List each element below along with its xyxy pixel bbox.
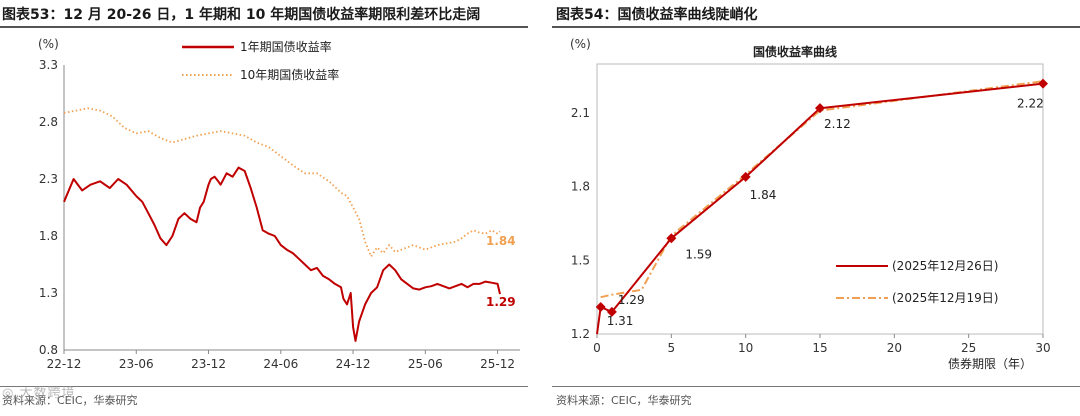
curve-dec26-data-label: 1.29	[618, 293, 645, 307]
left-x-tick-label: 25-06	[408, 357, 443, 371]
right-figure-title: 图表54：国债收益率曲线陡峭化	[556, 7, 758, 23]
right-chart: (%) 国债收益率曲线 2.1 1.8 1.5 1.2 0 5 10 15 20 25 30 1.…	[570, 37, 1051, 371]
right-bottom-rule	[552, 386, 1080, 387]
left-x-tick-label: 23-06	[119, 357, 154, 371]
left-bottom-rule	[0, 386, 528, 387]
line-10y-yield	[63, 107, 501, 258]
left-y-tick-label: 2.3	[39, 172, 58, 186]
right-x-axis-label: 债券期限（年）	[948, 356, 1032, 371]
right-y-tick-label: 1.8	[571, 180, 590, 194]
right-y-unit: (%)	[570, 37, 591, 51]
right-x-tick-label: 30	[1035, 341, 1050, 355]
legend-dec19-label: (2025年12月19日)	[892, 291, 998, 305]
curve-dec26-data-label: 1.84	[750, 188, 777, 202]
left-y-tick-label: 2.8	[39, 115, 58, 129]
left-title-rule	[0, 26, 528, 28]
right-chart-title: 国债收益率曲线	[753, 44, 837, 59]
left-y-tick-label: 3.3	[39, 58, 58, 72]
curve-dec26-marker	[666, 233, 677, 244]
left-y-tick-label: 1.8	[39, 229, 58, 243]
curve-dec26-marker	[815, 103, 825, 114]
legend-1y-label: 1年期国债收益率	[240, 39, 332, 54]
end-label-10y: 1.84	[486, 234, 516, 248]
left-y-unit: (%)	[38, 37, 59, 51]
curve-dec26-marker	[595, 302, 606, 312]
line-1y-yield	[63, 166, 501, 342]
curve-dec26-data-label: 2.12	[824, 117, 851, 131]
curve-dec26-marker	[606, 306, 617, 317]
curve-dec26-data-label: 1.31	[607, 314, 634, 328]
left-x-tick-label: 22-12	[47, 357, 82, 371]
curve-dec26-marker	[740, 171, 751, 182]
right-x-tick-label: 20	[887, 341, 902, 355]
end-label-1y: 1.29	[486, 295, 516, 309]
right-x-tick-label: 25	[961, 341, 976, 355]
left-x-tick-label: 24-06	[263, 357, 298, 371]
right-x-tick-label: 10	[738, 341, 753, 355]
right-y-tick-label: 2.1	[571, 106, 590, 120]
right-y-tick-label: 1.5	[571, 253, 590, 267]
right-source: 资料来源：CEIC，华泰研究	[556, 394, 692, 407]
left-x-tick-label: 23-12	[191, 357, 226, 371]
legend-10y-label: 10年期国债收益率	[240, 67, 339, 82]
left-source: 资料来源：CEIC，华泰研究	[2, 394, 138, 407]
left-y-tick-label: 1.3	[39, 286, 58, 300]
right-x-tick-label: 15	[812, 341, 827, 355]
right-x-tick-label: 5	[668, 341, 676, 355]
watermark-logo: ◎ 大数跨境	[2, 386, 76, 401]
left-chart: (%) 3.3 2.8 2.3 1.8 1.3 0.8 22-12 23-06 23-12 24…	[38, 37, 520, 371]
left-figure-title: 图表53：12 月 20-26 日，1 年期和 10 年期国债收益率期限利差环比…	[2, 7, 481, 23]
left-y-tick-label: 0.8	[39, 343, 58, 357]
right-x-tick-label: 0	[593, 341, 601, 355]
right-y-tick-label: 1.2	[571, 327, 590, 341]
curve-dec26-marker	[1038, 78, 1048, 89]
left-x-tick-label: 25-12	[480, 357, 515, 371]
curve-dec26-data-label: 2.22	[1017, 97, 1044, 111]
left-x-tick-label: 24-12	[336, 357, 371, 371]
curve-dec26-data-label: 1.59	[685, 247, 712, 261]
legend-dec26-label: (2025年12月26日)	[892, 259, 998, 273]
right-title-rule	[552, 26, 1080, 28]
